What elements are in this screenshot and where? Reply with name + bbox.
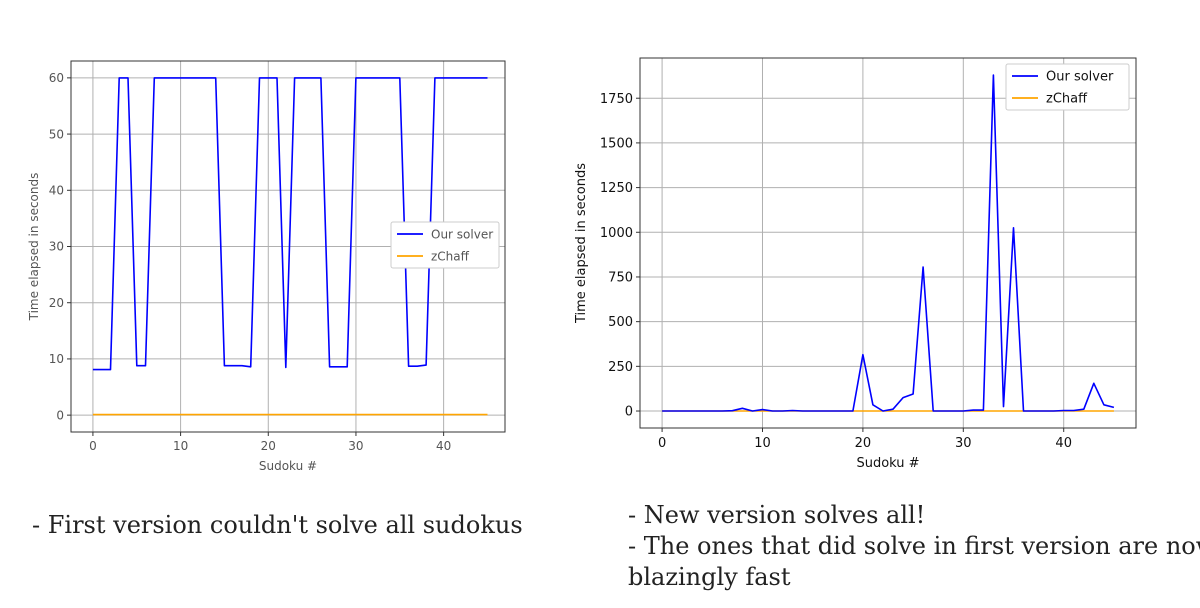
legend: Our solver zChaff bbox=[1005, 63, 1130, 111]
caption-line: - First version couldn't solve all sudok… bbox=[32, 511, 523, 539]
y-tick-label: 750 bbox=[608, 271, 633, 286]
y-tick-label: 0 bbox=[56, 408, 64, 422]
x-tick-label: 20 bbox=[261, 439, 276, 453]
y-tick-label: 0 bbox=[625, 405, 633, 420]
legend-label: Our solver bbox=[431, 227, 493, 241]
plot-area bbox=[640, 58, 1136, 428]
y-tick-label: 40 bbox=[49, 183, 64, 197]
x-tick-label: 40 bbox=[1055, 436, 1072, 451]
x-tick-label: 30 bbox=[955, 436, 972, 451]
series-line bbox=[92, 77, 488, 371]
y-tick-label: 1500 bbox=[600, 136, 633, 151]
legend-label: zChaff bbox=[431, 249, 470, 263]
y-tick-label: 1000 bbox=[600, 226, 633, 241]
chart-new-version: 0 10 20 30 40 0 250 500 750 1000 1250 1500 1750 Sudok… bbox=[574, 57, 1137, 471]
caption-line: - The ones that did solve in first versi… bbox=[628, 532, 1200, 560]
caption-line: blazingly fast bbox=[628, 563, 791, 591]
y-tick-label: 20 bbox=[49, 296, 64, 310]
y-tick-label: 10 bbox=[49, 352, 64, 366]
x-tick-label: 0 bbox=[658, 436, 666, 451]
caption-first-version: - First version couldn't solve all sudok… bbox=[32, 510, 592, 541]
y-tick-label: 30 bbox=[49, 240, 64, 254]
y-tick-label: 1250 bbox=[600, 181, 633, 196]
x-tick-label: 0 bbox=[89, 439, 97, 453]
chart-first-version: 0 10 20 30 40 0 10 20 30 40 50 60 Sudoku # Time elaps… bbox=[27, 60, 506, 473]
y-tick-label: 1750 bbox=[600, 92, 633, 107]
caption-line: - New version solves all! bbox=[628, 501, 926, 529]
plot-frame bbox=[70, 60, 506, 433]
x-axis-label: Sudoku # bbox=[856, 456, 919, 471]
y-axis-label: Time elapsed in seconds bbox=[574, 163, 589, 324]
x-tick-label: 40 bbox=[436, 439, 451, 453]
y-tick-label: 500 bbox=[608, 315, 633, 330]
x-tick-label: 10 bbox=[754, 436, 771, 451]
legend-label: Our solver bbox=[1046, 70, 1114, 85]
x-tick-label: 10 bbox=[173, 439, 188, 453]
y-tick-label: 60 bbox=[49, 71, 64, 85]
legend-label: zChaff bbox=[1046, 92, 1088, 107]
x-axis-label: Sudoku # bbox=[259, 459, 317, 473]
legend: Our solver zChaff bbox=[390, 221, 500, 269]
y-axis-label: Time elapsed in seconds bbox=[27, 173, 41, 322]
x-tick-label: 30 bbox=[348, 439, 363, 453]
y-tick-label: 250 bbox=[608, 360, 633, 375]
x-tick-label: 20 bbox=[855, 436, 872, 451]
series-line bbox=[662, 74, 1115, 412]
plot-frame bbox=[639, 57, 1137, 429]
y-tick-label: 50 bbox=[49, 127, 64, 141]
caption-new-version: - New version solves all! - The ones tha… bbox=[628, 500, 1200, 593]
